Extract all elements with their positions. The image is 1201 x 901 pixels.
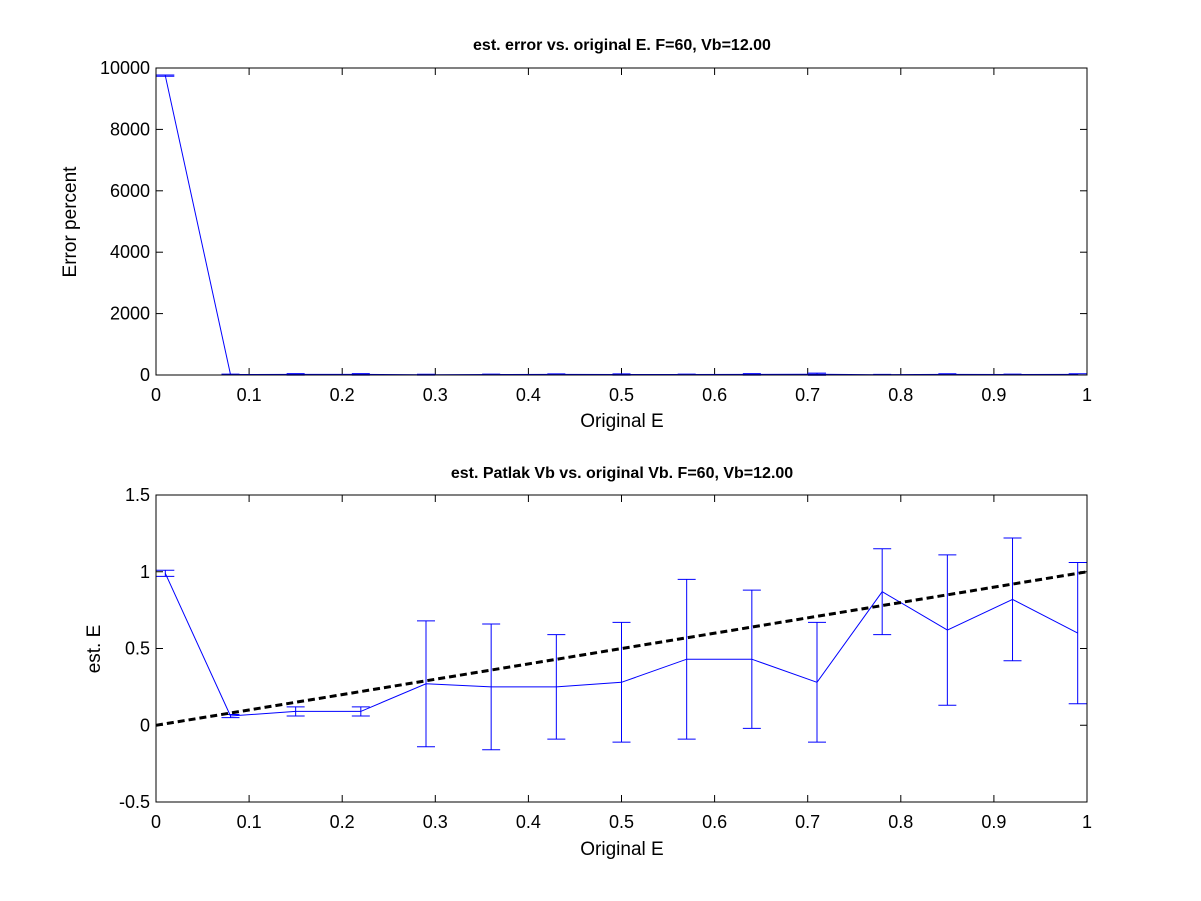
est-e-plot: est. Patlak Vb vs. original Vb. F=60, Vb… (84, 465, 1092, 860)
bottom-plot-ytick-label: 1 (140, 562, 150, 582)
bottom-plot-identity-line (155, 570, 1088, 727)
top-plot-xtick-label: 0.6 (702, 385, 727, 405)
top-plot-ticks: 0 0.1 0.2 0.3 0.4 0.5 0.6 0.7 0.8 0.9 1 0 2000 4000 60… (100, 58, 1092, 405)
top-plot-xtick-label: 0.8 (888, 385, 913, 405)
top-plot-xtick-label: 0.7 (795, 385, 820, 405)
bottom-plot-axes-box (155, 494, 1088, 803)
bottom-plot-xtick-label: 0.6 (702, 812, 727, 832)
top-plot-ytick-label: 2000 (110, 304, 150, 324)
bottom-plot-xlabel: Original E (580, 839, 663, 860)
bottom-plot-ylabel: est. E (84, 625, 105, 674)
top-plot-title: est. error vs. original E. F=60, Vb=12.0… (473, 37, 771, 54)
top-plot-xtick-label: 0.4 (516, 385, 541, 405)
top-plot-axes-box (155, 67, 1088, 376)
bottom-plot-xtick-label: 0 (151, 812, 161, 832)
bottom-plot-ticks: 0 0.1 0.2 0.3 0.4 0.5 0.6 0.7 0.8 0.9 1-0.500.511.… (119, 485, 1092, 832)
bottom-plot-xtick-label: 0.9 (981, 812, 1006, 832)
bottom-plot-ytick-label: 0.5 (125, 639, 150, 659)
bottom-plot-xtick-label: 0.3 (423, 812, 448, 832)
bottom-plot-marks (155, 537, 1088, 751)
top-plot-ytick-label: 4000 (110, 242, 150, 262)
top-plot-xtick-label: 0.1 (237, 385, 262, 405)
bottom-plot-ytick-label: 0 (140, 715, 150, 735)
bottom-plot-xtick-label: 0.4 (516, 812, 541, 832)
top-plot-ytick-label: 6000 (110, 181, 150, 201)
bottom-plot-ytick-label: 1.5 (125, 485, 150, 505)
bottom-plot-xtick-label: 0.1 (237, 812, 262, 832)
bottom-plot-xtick-label: 0.5 (609, 812, 634, 832)
top-plot-xtick-label: 0.5 (609, 385, 634, 405)
top-plot-ytick-label: 0 (140, 365, 150, 385)
top-plot-xtick-label: 0 (151, 385, 161, 405)
bottom-plot-ytick-label: -0.5 (119, 792, 150, 812)
bottom-plot-xtick-label: 1 (1082, 812, 1092, 832)
bottom-plot-xtick-label: 0.8 (888, 812, 913, 832)
top-plot-xlabel: Original E (580, 411, 663, 432)
top-plot-ytick-label: 10000 (100, 58, 150, 78)
top-plot-xtick-label: 1 (1082, 385, 1092, 405)
top-plot-ytick-label: 8000 (110, 119, 150, 139)
error-percent-plot: est. error vs. original E. F=60, Vb=12.0… (60, 37, 1092, 432)
bottom-plot-title: est. Patlak Vb vs. original Vb. F=60, Vb… (451, 465, 793, 482)
bottom-plot-xtick-label: 0.2 (330, 812, 355, 832)
top-plot-ylabel: Error percent (60, 166, 81, 278)
bottom-plot-xtick-label: 0.7 (795, 812, 820, 832)
top-plot-xtick-label: 0.3 (423, 385, 448, 405)
top-plot-xtick-label: 0.9 (981, 385, 1006, 405)
top-plot-xtick-label: 0.2 (330, 385, 355, 405)
